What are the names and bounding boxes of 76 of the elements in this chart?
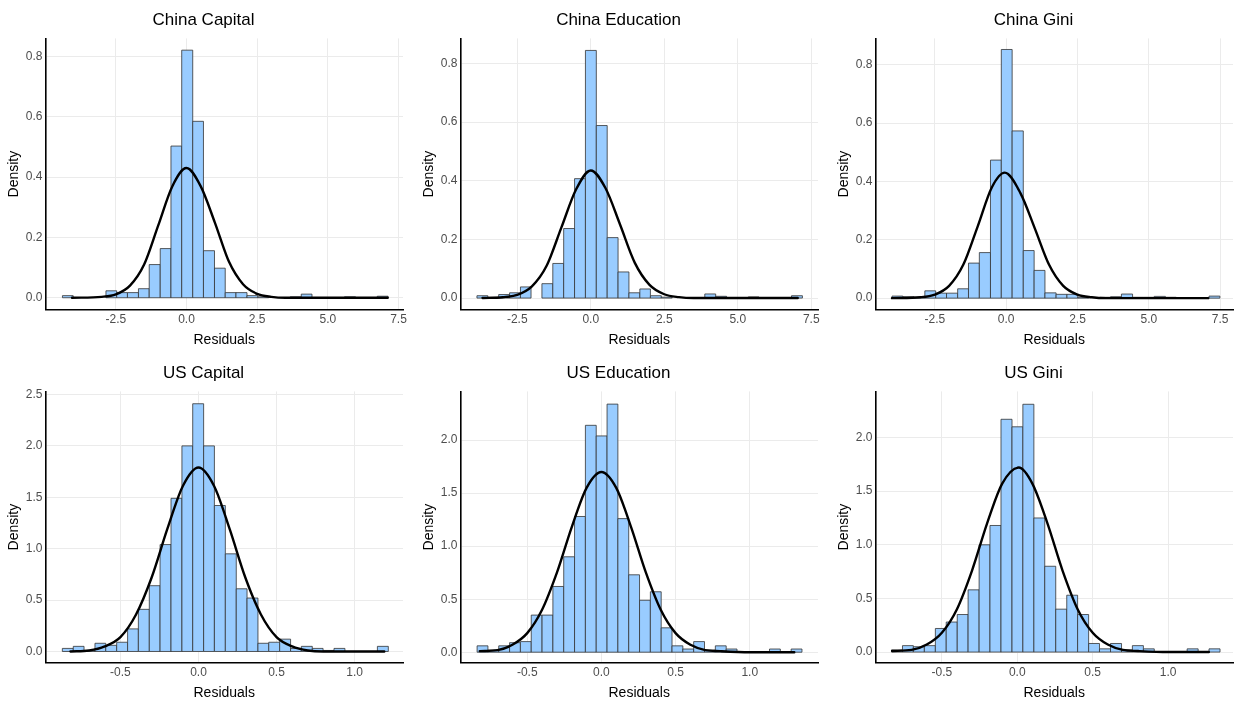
y-tick-label: 0.5 bbox=[25, 592, 43, 607]
y-axis-title: Density bbox=[420, 503, 437, 551]
y-tick-label: 1.5 bbox=[440, 485, 458, 500]
x-tick-label: 0.0 bbox=[178, 312, 196, 327]
x-tick-label: -2.5 bbox=[105, 312, 127, 327]
x-tick-label: 0.5 bbox=[667, 665, 685, 680]
y-tick-label: 1.0 bbox=[25, 541, 43, 555]
y-axis-title: Density bbox=[5, 503, 22, 551]
x-tick-label: -2.5 bbox=[506, 312, 528, 327]
chart-title: US Gini bbox=[1004, 362, 1063, 382]
y-tick-label: 0.8 bbox=[440, 55, 458, 70]
x-tick-label: 2.5 bbox=[655, 312, 673, 327]
y-tick-label: 0.0 bbox=[25, 643, 43, 658]
x-tick-label: 2.5 bbox=[1069, 312, 1087, 327]
x-axis-title: Residuals bbox=[193, 331, 255, 348]
x-tick-label: 0.0 bbox=[582, 312, 600, 327]
x-tick-label: 0.0 bbox=[190, 665, 208, 680]
x-tick-label: 0.0 bbox=[1008, 665, 1026, 680]
x-tick-label: 5.0 bbox=[1140, 312, 1158, 327]
y-tick-label: 0.6 bbox=[25, 109, 43, 124]
x-tick-label: 7.5 bbox=[390, 312, 408, 327]
y-tick-label: 0.2 bbox=[25, 229, 43, 244]
x-tick-label: 7.5 bbox=[802, 312, 820, 327]
chart-title: China Gini bbox=[993, 9, 1074, 29]
y-tick-label: 2.0 bbox=[855, 429, 873, 444]
x-tick-label: 1.0 bbox=[1159, 665, 1177, 680]
y-tick-label: 0.8 bbox=[25, 48, 43, 63]
y-tick-label: 1.5 bbox=[25, 489, 43, 504]
x-tick-label: -2.5 bbox=[924, 312, 946, 327]
y-tick-label: 0.0 bbox=[25, 290, 43, 305]
x-tick-label: 7.5 bbox=[1211, 312, 1229, 327]
y-tick-label: 0.5 bbox=[855, 590, 873, 605]
x-tick-label: 5.0 bbox=[729, 312, 747, 327]
y-tick-label: 1.0 bbox=[855, 537, 873, 552]
x-tick-label: 0.5 bbox=[268, 665, 286, 680]
y-axis-title: Density bbox=[835, 503, 852, 551]
x-axis-title: Residuals bbox=[608, 331, 670, 348]
x-axis-title: Residuals bbox=[1023, 331, 1085, 348]
y-axis-title: Density bbox=[835, 150, 852, 198]
x-axis-title: Residuals bbox=[1023, 684, 1085, 701]
y-tick-label: 1.0 bbox=[440, 538, 458, 553]
x-tick-label: -0.5 bbox=[931, 665, 953, 680]
chart-title: China Capital bbox=[152, 9, 255, 29]
y-axis-title: Density bbox=[5, 150, 22, 198]
y-tick-label: 1.5 bbox=[855, 483, 873, 498]
x-tick-label: -0.5 bbox=[110, 665, 132, 680]
y-tick-label: 0.6 bbox=[855, 115, 873, 130]
y-axis-title: Density bbox=[420, 150, 437, 198]
x-tick-label: 1.0 bbox=[741, 665, 759, 680]
x-axis-title: Residuals bbox=[608, 684, 670, 701]
x-tick-label: -0.5 bbox=[516, 665, 538, 680]
y-tick-label: 0.6 bbox=[440, 114, 458, 129]
y-tick-label: 0.2 bbox=[855, 232, 873, 247]
x-tick-label: 1.0 bbox=[346, 665, 364, 680]
y-tick-label: 0.0 bbox=[855, 290, 873, 305]
x-axis-title: Residuals bbox=[193, 684, 255, 701]
y-tick-label: 0.0 bbox=[855, 644, 873, 659]
y-tick-label: 2.0 bbox=[440, 432, 458, 447]
y-tick-label: 0.4 bbox=[440, 173, 458, 188]
x-tick-label: 2.5 bbox=[248, 312, 266, 327]
x-tick-label: 0.0 bbox=[593, 665, 611, 680]
chart-title: US Education bbox=[566, 362, 671, 382]
y-tick-label: 0.2 bbox=[440, 231, 458, 246]
chart-title: China Education bbox=[556, 9, 681, 29]
x-tick-label: 0.0 bbox=[997, 312, 1015, 327]
y-tick-label: 0.4 bbox=[855, 173, 873, 188]
y-tick-label: 2.5 bbox=[25, 386, 43, 401]
y-tick-label: 0.4 bbox=[25, 169, 43, 184]
y-tick-label: 0.0 bbox=[440, 644, 458, 659]
chart-title: US Capital bbox=[162, 362, 245, 382]
y-tick-label: 0.8 bbox=[855, 56, 873, 71]
y-tick-label: 0.5 bbox=[440, 591, 458, 606]
x-tick-label: 0.5 bbox=[1084, 665, 1102, 680]
y-tick-label: 2.0 bbox=[25, 438, 43, 453]
x-tick-label: 5.0 bbox=[319, 312, 337, 327]
y-tick-label: 0.0 bbox=[440, 290, 458, 305]
